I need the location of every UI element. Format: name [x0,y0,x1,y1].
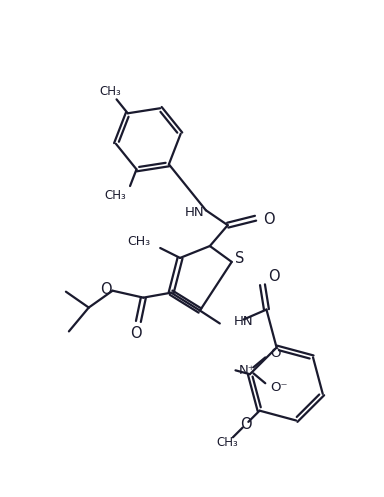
Text: O⁻: O⁻ [270,381,288,394]
Text: CH₃: CH₃ [99,85,121,98]
Text: S: S [235,251,244,266]
Text: CH₃: CH₃ [105,189,126,202]
Text: O: O [131,326,142,341]
Text: O: O [240,417,252,432]
Text: O: O [263,212,275,227]
Text: CH₃: CH₃ [217,436,238,449]
Text: HN: HN [234,315,253,328]
Text: O: O [100,282,112,297]
Text: O: O [270,347,281,360]
Text: HN: HN [184,206,204,219]
Text: CH₃: CH₃ [127,235,150,248]
Text: N⁺: N⁺ [239,364,256,377]
Text: O: O [268,269,280,284]
